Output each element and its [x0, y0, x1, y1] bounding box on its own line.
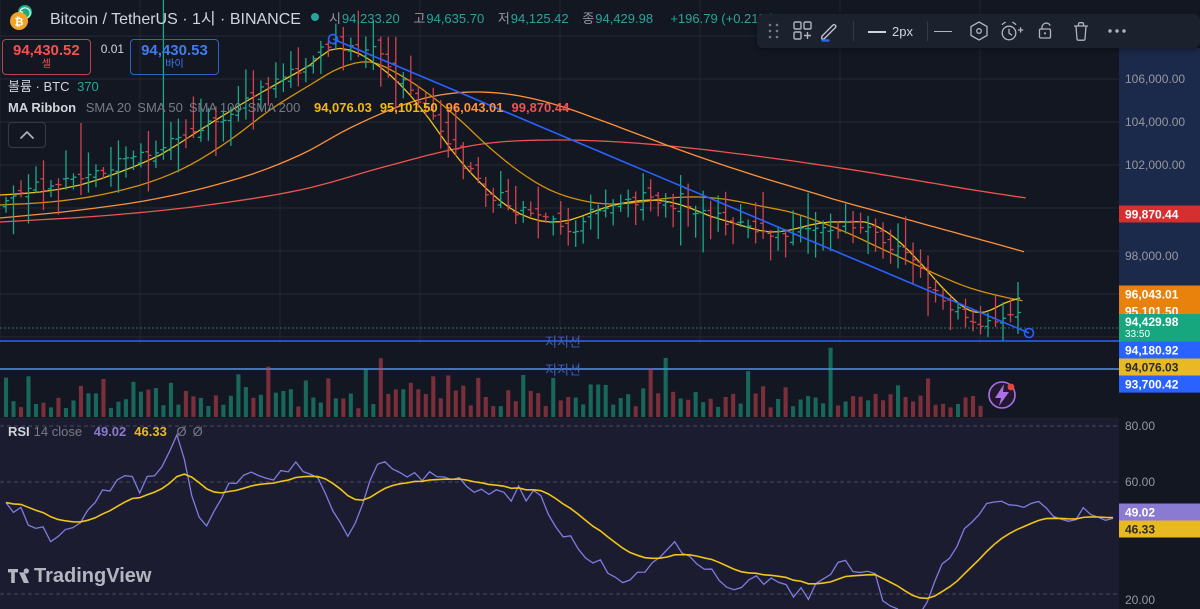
svg-text:₿: ₿ — [15, 16, 24, 28]
